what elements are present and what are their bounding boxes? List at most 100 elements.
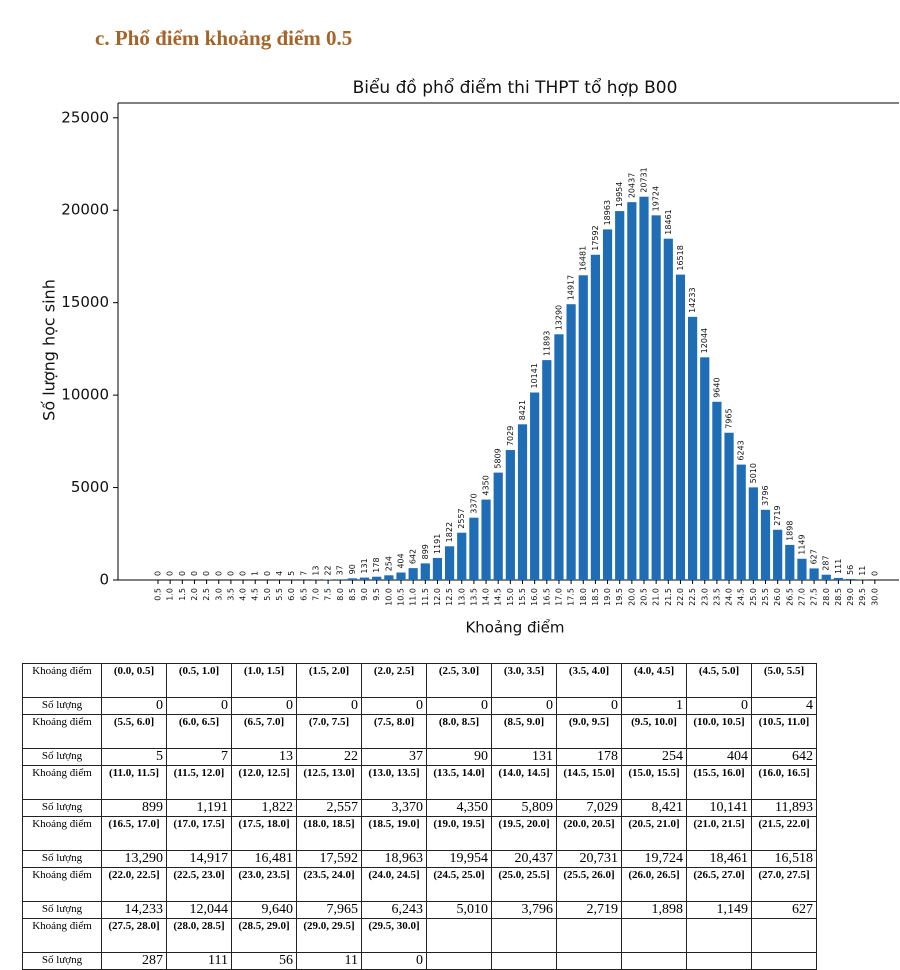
value-label: 7 [299,571,308,576]
interval-cell: (9.0, 9.5] [557,715,622,749]
count-cell: 13 [232,749,297,766]
x-tick-label: 23.0 [700,588,709,606]
count-cell: 0 [102,698,167,715]
value-label: 16518 [676,245,685,270]
value-label: 1898 [785,521,794,541]
interval-cell: (25.0, 25.5] [492,868,557,902]
y-tick-label: 10000 [61,386,109,404]
interval-cell: (18.5, 19.0] [362,817,427,851]
x-tick-label: 20.5 [640,588,649,606]
x-tick-label: 4.5 [251,588,260,601]
value-label: 0 [239,571,248,576]
x-tick-label: 4.0 [239,588,248,601]
x-tick-label: 1.5 [178,588,187,601]
x-tick-label: 29.0 [846,588,855,606]
bar [712,402,721,580]
count-cell: 90 [427,749,492,766]
x-tick-label: 19.5 [615,588,624,606]
bar [676,275,685,580]
interval-cell: (24.5, 25.0] [427,868,492,902]
interval-cell: (12.0, 12.5] [232,766,297,800]
x-tick-label: 18.5 [591,588,600,606]
count-cell: 16,481 [232,851,297,868]
count-cell: 7,965 [297,902,362,919]
bar [518,424,527,580]
count-cell: 11,893 [752,800,817,817]
interval-cell: (3.5, 4.0] [557,664,622,698]
x-tick-label: 22.0 [676,588,685,606]
count-cell: 37 [362,749,427,766]
interval-cell: (19.0, 19.5] [427,817,492,851]
row-label: Số lượng [23,698,102,715]
count-cell: 5 [102,749,167,766]
bar [409,568,418,580]
bar [773,530,782,580]
count-cell: 56 [232,953,297,970]
value-label: 9640 [712,377,721,397]
x-tick-label: 5.0 [263,588,272,601]
interval-cell: (4.0, 4.5] [622,664,687,698]
interval-cell: (18.0, 18.5] [297,817,362,851]
x-tick-label: 24.0 [725,588,734,606]
count-cell: 2,557 [297,800,362,817]
interval-cell: (21.5, 22.0] [752,817,817,851]
interval-cell: (22.0, 22.5] [102,868,167,902]
value-label: 5 [287,571,296,576]
bar [396,573,405,580]
interval-cell: (14.0, 14.5] [492,766,557,800]
interval-cell: (23.5, 24.0] [297,868,362,902]
count-cell: 5,010 [427,902,492,919]
value-label: 13 [311,566,320,576]
x-tick-label: 9.5 [372,588,381,601]
value-label: 1191 [433,534,442,554]
value-label: 0 [154,571,163,576]
bar [846,579,855,580]
x-tick-label: 10.0 [384,588,393,606]
bar [627,202,636,580]
count-cell: 9,640 [232,902,297,919]
interval-cell: (15.5, 16.0] [687,766,752,800]
count-cell: 20,731 [557,851,622,868]
x-tick-label: 10.5 [397,588,406,606]
interval-cell: (27.0, 27.5] [752,868,817,902]
interval-cell: (5.5, 6.0] [102,715,167,749]
y-tick-label: 15000 [61,293,109,311]
row-label: Khoảng điểm [23,868,102,902]
empty-cell [427,919,492,953]
x-tick-label: 23.5 [712,588,721,606]
value-label: 10141 [530,363,539,388]
count-cell: 14,233 [102,902,167,919]
row-label: Số lượng [23,800,102,817]
bar [445,546,454,580]
count-cell: 4 [752,698,817,715]
interval-cell: (26.0, 26.5] [622,868,687,902]
bar [700,357,709,580]
interval-cell: (3.0, 3.5] [492,664,557,698]
count-cell: 0 [687,698,752,715]
x-tick-label: 8.5 [348,588,357,601]
value-label: 7029 [506,426,515,446]
value-label: 56 [846,565,855,575]
count-cell: 1,149 [687,902,752,919]
x-tick-label: 17.0 [554,588,563,606]
x-tick-label: 14.0 [482,588,491,606]
interval-cell: (10.5, 11.0] [752,715,817,749]
value-label: 3370 [469,493,478,513]
count-cell: 111 [167,953,232,970]
bar [810,568,819,580]
empty-cell [622,919,687,953]
x-tick-label: 25.0 [749,588,758,606]
x-tick-label: 11.5 [421,588,430,606]
count-cell: 1,191 [167,800,232,817]
value-label: 627 [810,549,819,564]
interval-cell: (26.5, 27.0] [687,868,752,902]
bar [822,575,831,580]
interval-cell: (20.0, 20.5] [557,817,622,851]
count-cell: 7 [167,749,232,766]
x-tick-label: 27.0 [797,588,806,606]
value-label: 1 [251,571,260,576]
count-cell: 1 [622,698,687,715]
count-cell: 0 [492,698,557,715]
value-label: 404 [397,553,406,568]
